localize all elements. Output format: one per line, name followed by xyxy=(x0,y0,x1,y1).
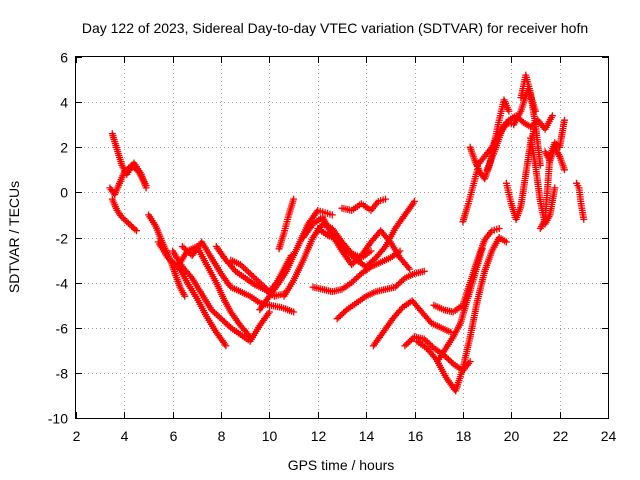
y-axis-ticks: -10 -8 -6 -4 -2 0 2 4 6 xyxy=(48,50,608,427)
grid-lines xyxy=(76,57,608,418)
series-markers xyxy=(314,197,418,271)
series-markers xyxy=(299,213,414,273)
chart-title: Day 122 of 2023, Sidereal Day-to-day VTE… xyxy=(82,20,588,36)
data-points xyxy=(106,71,588,395)
series-s6 xyxy=(169,247,273,345)
series-s17 xyxy=(333,267,428,323)
series-markers xyxy=(333,267,428,323)
series-markers xyxy=(169,247,273,345)
series-markers xyxy=(541,143,568,174)
series-s23 xyxy=(435,245,486,363)
series-s24 xyxy=(459,166,481,226)
x-tick-label: 8 xyxy=(218,428,226,444)
plot-border xyxy=(75,56,609,419)
x-tick-label: 14 xyxy=(359,428,375,444)
series-markers xyxy=(108,195,140,235)
series-markers xyxy=(108,130,150,192)
y-tick-label: 2 xyxy=(60,140,68,156)
y-tick-label: 6 xyxy=(60,50,68,66)
x-tick-label: 10 xyxy=(262,428,278,444)
series-markers xyxy=(435,245,486,363)
series-markers xyxy=(459,166,481,226)
series-s14 xyxy=(299,213,414,273)
x-tick-label: 2 xyxy=(73,428,81,444)
series-s18 xyxy=(338,195,389,214)
y-tick-label: -4 xyxy=(56,276,69,292)
series-s12 xyxy=(275,195,298,253)
y-tick-label: 4 xyxy=(60,95,68,111)
x-tick-label: 6 xyxy=(170,428,178,444)
y-tick-label: -2 xyxy=(56,231,69,247)
series-s16 xyxy=(309,247,404,296)
x-tick-label: 20 xyxy=(504,428,520,444)
series-markers xyxy=(275,195,298,253)
series-markers xyxy=(309,247,404,296)
series-markers xyxy=(338,195,389,214)
series-markers xyxy=(573,179,588,223)
x-tick-label: 24 xyxy=(601,428,617,444)
series-markers xyxy=(174,261,230,350)
series-s33 xyxy=(573,179,588,223)
x-tick-label: 22 xyxy=(553,428,569,444)
y-tick-label: 0 xyxy=(60,185,68,201)
series-s15 xyxy=(314,197,418,271)
x-tick-label: 18 xyxy=(456,428,472,444)
series-s19 xyxy=(369,297,455,350)
x-tick-label: 16 xyxy=(408,428,424,444)
series-s3 xyxy=(108,130,150,192)
x-axis-title: GPS time / hours xyxy=(288,457,395,473)
series-s1 xyxy=(108,195,140,235)
series-s32 xyxy=(541,143,568,174)
series-markers xyxy=(369,297,455,350)
x-tick-label: 4 xyxy=(121,428,129,444)
y-tick-label: -6 xyxy=(56,321,69,337)
y-tick-label: -8 xyxy=(56,366,69,382)
x-axis-ticks: 2 4 6 8 10 12 14 16 18 20 22 24 xyxy=(73,57,617,444)
series-s8 xyxy=(174,261,230,350)
y-axis-title: SDTVAR / TECUs xyxy=(6,181,22,293)
y-tick-label: -10 xyxy=(48,411,68,427)
x-tick-label: 12 xyxy=(311,428,327,444)
